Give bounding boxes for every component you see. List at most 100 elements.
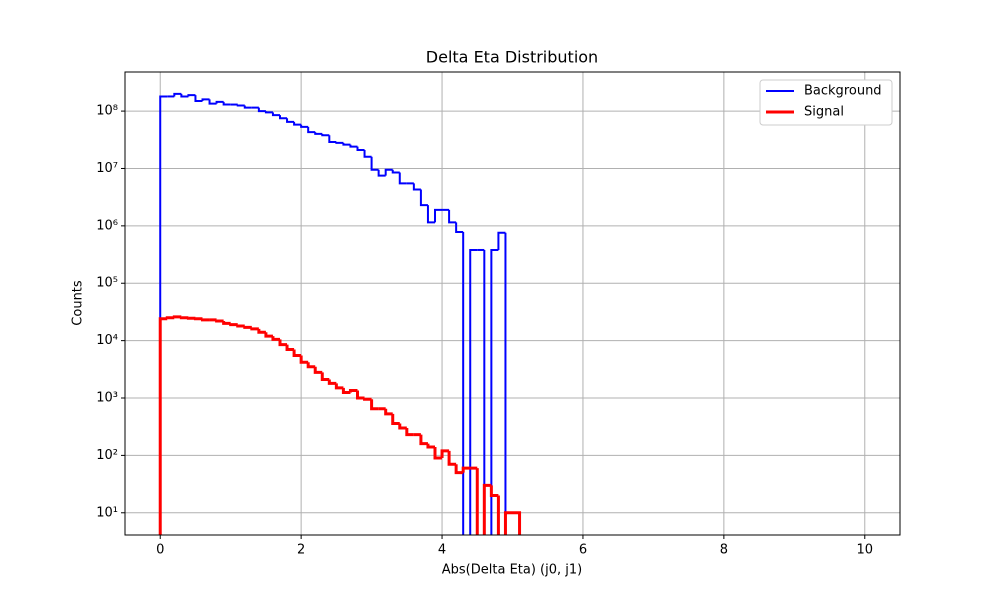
histogram-step (222, 320, 231, 325)
histogram-step (279, 115, 288, 120)
histogram-step (229, 323, 238, 327)
y-tick-label: 10¹ (96, 505, 118, 520)
histogram-step (300, 124, 309, 128)
histogram-step (278, 339, 288, 347)
histogram-step (475, 468, 479, 535)
histogram-step (306, 362, 316, 369)
histogram-step (384, 408, 393, 416)
histogram-step (334, 383, 344, 390)
histogram-step (412, 183, 421, 191)
histogram-step (236, 104, 245, 107)
histogram-step (264, 332, 273, 338)
histogram-step (440, 449, 450, 459)
histogram-step (377, 169, 386, 177)
histogram-step (419, 189, 428, 207)
x-tick-label: 6 (579, 543, 587, 558)
histogram-step (236, 324, 245, 328)
y-axis-label: Counts (71, 280, 86, 326)
histogram-step (194, 95, 203, 102)
histogram-step (512, 511, 522, 535)
histogram-step (503, 511, 513, 535)
histogram-step (314, 132, 323, 135)
histogram-step (496, 495, 500, 535)
histogram-step (201, 318, 210, 322)
histogram-step (482, 483, 492, 535)
histogram-step (419, 434, 428, 446)
plot-area (158, 92, 522, 535)
x-axis-label: Abs(Delta Eta) (j0, j1) (442, 563, 582, 578)
histogram-step (490, 248, 499, 535)
x-tick-label: 2 (297, 543, 305, 558)
histogram-step (222, 101, 231, 106)
histogram-step (172, 315, 182, 319)
histogram-step (321, 133, 330, 137)
histogram-step (271, 336, 280, 341)
histogram-step (186, 316, 196, 320)
histogram-step (250, 327, 259, 331)
histogram-step (384, 168, 393, 176)
plot-frame (124, 71, 901, 536)
histogram-step (286, 118, 295, 123)
histogram-step (335, 141, 344, 144)
histogram-step (271, 112, 280, 117)
histogram-step (215, 319, 224, 323)
histogram-step (341, 387, 351, 394)
histogram-step (328, 135, 337, 143)
histogram-step (299, 355, 309, 364)
histogram-step (391, 169, 400, 174)
histogram-step (370, 156, 379, 171)
y-tick-label: 10⁸ (96, 104, 118, 119)
y-tick-label: 10⁶ (96, 218, 118, 233)
legend-label: Background (804, 84, 882, 99)
histogram-step (454, 464, 464, 475)
histogram-step (342, 142, 351, 146)
y-tick-label: 10⁵ (96, 276, 118, 291)
y-tick-label: 10⁴ (96, 333, 118, 348)
histogram-step (180, 93, 189, 98)
histogram-step (173, 92, 182, 97)
y-tick-label: 10⁷ (96, 161, 118, 176)
histogram-step (243, 325, 252, 329)
histogram-step (434, 208, 443, 223)
histogram-step (398, 172, 407, 185)
histogram-step (455, 222, 464, 234)
histogram-step (433, 447, 443, 460)
x-tick-label: 0 (156, 543, 164, 558)
histogram-step (243, 105, 252, 109)
histogram-step (285, 344, 295, 352)
histogram-step (215, 100, 224, 104)
histogram-step (426, 443, 435, 449)
histogram-step (257, 328, 266, 334)
histogram-step (504, 232, 507, 535)
histogram-step (363, 397, 372, 401)
y-tick-label: 10³ (96, 391, 118, 406)
histogram-step (363, 149, 372, 158)
legend-label: Signal (804, 105, 844, 120)
histogram-step (405, 428, 414, 437)
histogram-step (158, 317, 168, 535)
histogram-step (320, 372, 330, 382)
x-tick-label: 8 (720, 543, 728, 558)
x-tick-label: 10 (856, 543, 873, 558)
histogram-step (461, 466, 471, 473)
histogram-step (398, 423, 407, 430)
histogram-step (307, 126, 316, 134)
histogram-step (193, 317, 203, 321)
histogram-step (208, 99, 217, 105)
histogram-step (356, 390, 365, 400)
histogram-step (313, 366, 323, 374)
histogram-step (348, 389, 358, 393)
histogram-step (165, 316, 175, 320)
histogram-step (469, 248, 478, 535)
histogram-step (292, 349, 302, 358)
histogram-step (370, 399, 379, 411)
y-tick-label: 10² (96, 448, 118, 463)
histogram-step (264, 111, 273, 114)
histogram-step (293, 121, 302, 126)
histogram-step (447, 450, 457, 466)
histogram-step (327, 379, 337, 385)
histogram-step (448, 209, 457, 224)
histogram-step (497, 231, 506, 250)
histogram-step (426, 205, 435, 224)
